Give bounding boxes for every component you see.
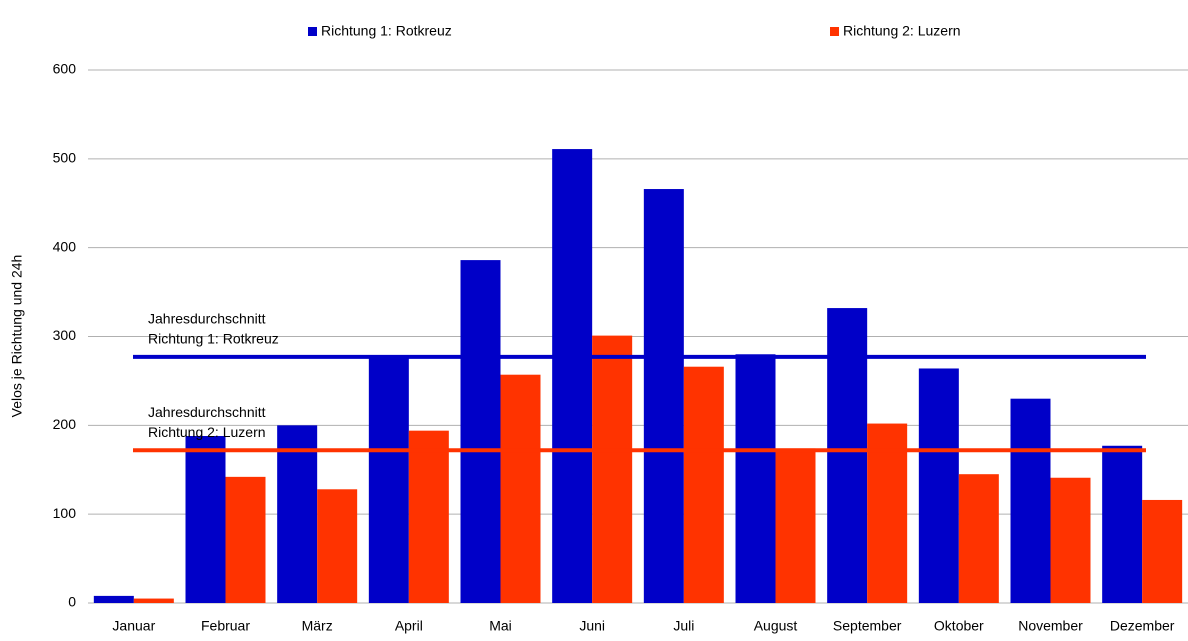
bar xyxy=(317,489,358,603)
average-annotation: Richtung 1: Rotkreuz xyxy=(148,331,279,347)
x-tick-label: April xyxy=(395,618,423,634)
bar xyxy=(93,595,134,603)
bar xyxy=(277,425,318,603)
bar xyxy=(408,430,449,603)
bar xyxy=(1142,499,1183,603)
x-tick-label: Juli xyxy=(673,618,694,634)
average-annotation: Jahresdurchschnitt xyxy=(148,404,266,420)
bar xyxy=(683,366,724,603)
y-tick-label: 600 xyxy=(53,61,77,77)
bar xyxy=(827,308,868,603)
x-tick-label: September xyxy=(833,618,902,634)
y-tick-label: 100 xyxy=(53,505,77,521)
average-annotation: Richtung 2: Luzern xyxy=(148,424,266,440)
x-tick-label: Januar xyxy=(112,618,155,634)
bar xyxy=(958,474,999,603)
legend-label: Richtung 2: Luzern xyxy=(843,23,961,39)
bar xyxy=(185,435,226,603)
average-annotation: Jahresdurchschnitt xyxy=(148,311,266,327)
x-tick-label: November xyxy=(1018,618,1083,634)
bar xyxy=(225,476,266,603)
x-tick-label: Oktober xyxy=(934,618,984,634)
bar xyxy=(1010,398,1051,603)
x-tick-label: Mai xyxy=(489,618,512,634)
y-tick-label: 0 xyxy=(68,594,76,610)
bar xyxy=(775,448,816,603)
bar xyxy=(552,149,593,604)
legend-swatch xyxy=(830,27,839,36)
bar xyxy=(867,423,908,603)
legend-label: Richtung 1: Rotkreuz xyxy=(321,23,452,39)
y-tick-label: 300 xyxy=(53,327,77,343)
y-tick-label: 200 xyxy=(53,416,77,432)
bar xyxy=(592,335,633,603)
x-tick-label: August xyxy=(754,618,798,634)
x-tick-label: Februar xyxy=(201,618,250,634)
bar xyxy=(133,598,174,603)
bar xyxy=(643,189,684,603)
bar xyxy=(1050,477,1091,603)
bar xyxy=(735,354,776,603)
y-tick-label: 400 xyxy=(53,238,77,254)
x-tick-label: März xyxy=(302,618,333,634)
legend-swatch xyxy=(308,27,317,36)
bar xyxy=(1102,445,1143,603)
y-tick-label: 500 xyxy=(53,150,77,166)
x-tick-label: Dezember xyxy=(1110,618,1175,634)
bar xyxy=(918,368,959,603)
bar xyxy=(460,260,501,603)
x-tick-label: Juni xyxy=(579,618,605,634)
y-axis-label: Velos je Richtung und 24h xyxy=(9,255,25,418)
bar xyxy=(500,374,541,603)
bar xyxy=(368,356,409,603)
